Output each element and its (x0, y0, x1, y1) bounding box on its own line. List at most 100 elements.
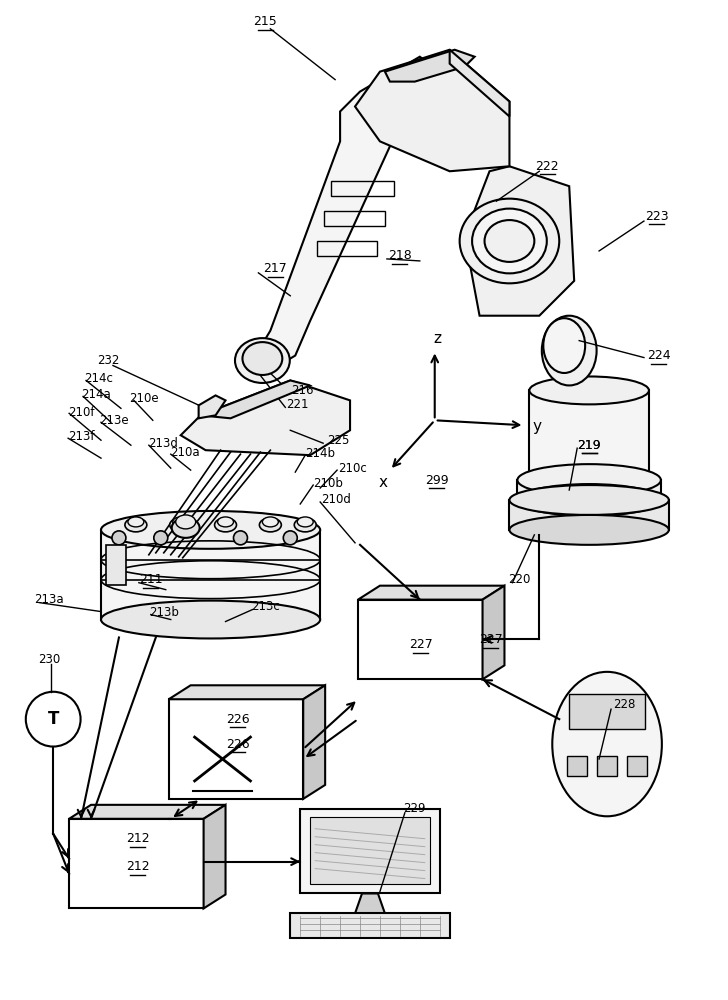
Text: 221: 221 (286, 398, 309, 411)
Polygon shape (101, 530, 320, 620)
Ellipse shape (218, 517, 234, 527)
Text: 228: 228 (613, 698, 636, 711)
Text: 213d: 213d (148, 437, 178, 450)
Text: 225: 225 (327, 434, 349, 447)
Text: 226: 226 (226, 738, 249, 751)
Text: 212: 212 (126, 832, 150, 845)
Text: 220: 220 (508, 573, 531, 586)
Polygon shape (169, 699, 304, 799)
Polygon shape (627, 756, 647, 776)
Ellipse shape (170, 518, 191, 532)
Ellipse shape (173, 517, 189, 527)
Polygon shape (199, 395, 226, 418)
Text: T: T (47, 710, 59, 728)
Text: 212: 212 (126, 860, 150, 873)
Text: 213c: 213c (251, 600, 280, 613)
Text: 217: 217 (264, 262, 288, 275)
Ellipse shape (283, 531, 297, 545)
Polygon shape (464, 166, 574, 316)
Ellipse shape (128, 517, 144, 527)
Polygon shape (529, 390, 649, 480)
Polygon shape (355, 50, 510, 171)
Text: 211: 211 (139, 573, 162, 586)
Text: y: y (533, 419, 542, 434)
Text: 210c: 210c (338, 462, 366, 475)
Polygon shape (355, 893, 385, 913)
Polygon shape (204, 805, 226, 908)
Polygon shape (450, 50, 510, 116)
Text: 210a: 210a (170, 446, 199, 459)
Text: 224: 224 (647, 349, 670, 362)
Text: 214a: 214a (81, 388, 111, 401)
Ellipse shape (112, 531, 126, 545)
Ellipse shape (472, 209, 547, 273)
Polygon shape (169, 685, 325, 699)
Ellipse shape (518, 484, 661, 516)
Ellipse shape (529, 376, 649, 404)
Text: 215: 215 (253, 15, 277, 28)
Text: 213a: 213a (34, 593, 64, 606)
Ellipse shape (262, 517, 278, 527)
Text: 219: 219 (577, 439, 601, 452)
Text: 223: 223 (645, 210, 669, 223)
Ellipse shape (459, 199, 559, 283)
Text: 227: 227 (409, 638, 432, 651)
Polygon shape (597, 756, 617, 776)
Polygon shape (483, 586, 505, 679)
Text: 210d: 210d (321, 493, 351, 506)
Ellipse shape (553, 672, 662, 816)
Ellipse shape (543, 318, 585, 373)
Polygon shape (385, 50, 475, 82)
Text: 299: 299 (425, 474, 448, 487)
Text: 210b: 210b (313, 477, 343, 490)
Text: 232: 232 (97, 354, 119, 367)
Polygon shape (69, 805, 226, 819)
Polygon shape (510, 500, 669, 530)
Polygon shape (106, 545, 126, 585)
Text: z: z (434, 331, 442, 346)
Text: 230: 230 (38, 653, 60, 666)
Ellipse shape (518, 464, 661, 496)
Polygon shape (358, 586, 505, 600)
Text: 218: 218 (388, 249, 412, 262)
Text: 213b: 213b (149, 606, 178, 619)
Ellipse shape (242, 342, 282, 375)
Text: 229: 229 (403, 802, 426, 815)
Ellipse shape (259, 518, 281, 532)
Text: 213f: 213f (68, 430, 95, 443)
Ellipse shape (510, 515, 669, 545)
Ellipse shape (294, 518, 316, 532)
Text: 213e: 213e (99, 414, 129, 427)
Text: 222: 222 (536, 160, 559, 173)
Text: 214c: 214c (84, 372, 114, 385)
Polygon shape (300, 809, 440, 893)
Polygon shape (304, 685, 325, 799)
Text: 227: 227 (478, 633, 502, 646)
Text: 210f: 210f (68, 406, 95, 419)
Text: 216: 216 (291, 384, 314, 397)
Polygon shape (518, 480, 661, 500)
Ellipse shape (25, 692, 81, 747)
Polygon shape (358, 600, 483, 679)
Ellipse shape (485, 220, 534, 262)
Text: 214b: 214b (305, 447, 335, 460)
Ellipse shape (101, 511, 320, 549)
Ellipse shape (172, 518, 199, 538)
Ellipse shape (529, 466, 649, 494)
Polygon shape (569, 694, 645, 729)
Polygon shape (310, 817, 430, 884)
Ellipse shape (175, 515, 196, 529)
Ellipse shape (235, 338, 290, 383)
Text: 210e: 210e (129, 392, 159, 405)
Ellipse shape (510, 485, 669, 515)
Polygon shape (290, 913, 450, 938)
Ellipse shape (215, 518, 237, 532)
Ellipse shape (101, 601, 320, 638)
Polygon shape (256, 57, 440, 370)
Ellipse shape (154, 531, 167, 545)
Text: 226: 226 (226, 713, 249, 726)
Text: 219: 219 (577, 439, 601, 452)
Ellipse shape (297, 517, 313, 527)
Polygon shape (181, 380, 350, 455)
Text: x: x (379, 475, 387, 490)
